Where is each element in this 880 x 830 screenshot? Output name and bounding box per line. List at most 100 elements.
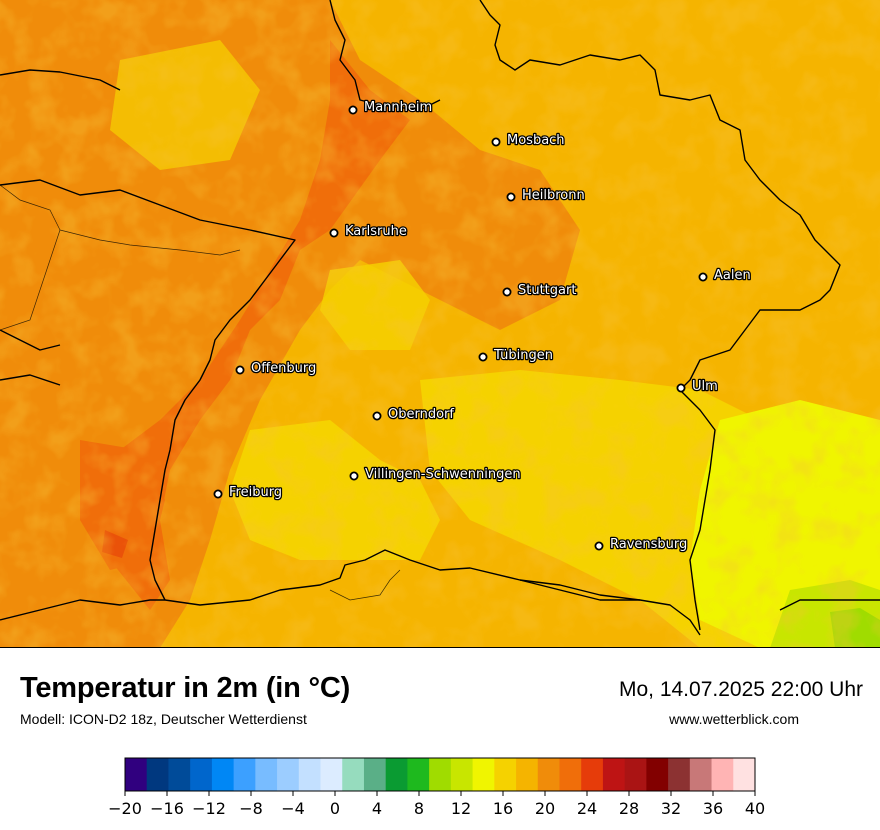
- legend-color-cell: [146, 758, 169, 791]
- legend-color-cell: [342, 758, 365, 791]
- legend-color-cell: [125, 758, 148, 791]
- legend-tick-label: −4: [281, 799, 305, 818]
- border-rhine: [0, 179, 296, 601]
- legend-tick-label: 8: [414, 799, 424, 818]
- border-palatinate: [0, 184, 61, 331]
- city-label: Freiburg: [229, 485, 282, 500]
- legend-color-cell: [537, 758, 560, 791]
- border-vosges: [59, 229, 241, 256]
- city-oberndorf[interactable]: Oberndorf: [372, 406, 456, 423]
- legend-color-cell: [385, 758, 408, 791]
- temp-field-texture: [0, 0, 880, 648]
- legend-tick-label: 0: [330, 799, 340, 818]
- border-north-west: [329, 0, 441, 111]
- city-mosbach[interactable]: Mosbach: [491, 132, 566, 149]
- city-dot-icon: [349, 471, 359, 481]
- legend-color-cell: [233, 758, 256, 791]
- city-dot-icon: [506, 192, 516, 202]
- city-label: Mannheim: [364, 100, 432, 115]
- legend-color-cell: [190, 758, 213, 791]
- city-markers: Mannheim Mosbach Heilbronn Karlsruhe Aal…: [213, 99, 752, 553]
- legend-color-cell: [733, 758, 756, 791]
- legend-color-cell: [407, 758, 430, 791]
- legend-color-cell: [711, 758, 734, 791]
- city-label: Villingen-Schwenningen: [365, 467, 521, 482]
- legend-tick-label: −20: [108, 799, 142, 818]
- legend-color-cell: [494, 758, 517, 791]
- legend-tick-label: 24: [577, 799, 597, 818]
- city-label: Stuttgart: [518, 283, 576, 298]
- city-dot-icon: [491, 137, 501, 147]
- city-heilbronn[interactable]: Heilbronn: [506, 187, 586, 204]
- city-mannheim[interactable]: Mannheim: [348, 99, 433, 116]
- city-label: Karlsruhe: [345, 224, 407, 239]
- city-dot-icon: [594, 541, 604, 551]
- temperature-map: Mannheim Mosbach Heilbronn Karlsruhe Aal…: [0, 0, 880, 648]
- color-legend: −20 −16 −12 −8 −4 0 4 8 12 16 20 24 28 32 36 40: [108, 757, 765, 818]
- city-ravensburg[interactable]: Ravensburg: [594, 536, 689, 553]
- border-north-east: [479, 0, 841, 391]
- legend-color-cell: [450, 758, 473, 791]
- legend-color-cell: [602, 758, 626, 791]
- city-dot-icon: [698, 272, 708, 282]
- legend-color-cell: [646, 758, 669, 791]
- city-dot-icon: [329, 228, 339, 238]
- forecast-datetime: Mo, 14.07.2025 22:00 Uhr: [618, 678, 863, 701]
- border-lake-constance-north: [519, 579, 641, 601]
- city-label: Ravensburg: [610, 537, 687, 552]
- border-swiss-canton: [329, 569, 401, 601]
- map-title: Temperatur in 2m (in °C): [20, 672, 351, 704]
- model-source: Modell: ICON-D2 18z, Deutscher Wetterdie…: [20, 711, 307, 727]
- city-dot-icon: [348, 105, 358, 115]
- city-offenburg[interactable]: Offenburg: [235, 360, 318, 377]
- legend-color-cell: [211, 758, 235, 791]
- city-label: Heilbronn: [522, 188, 585, 203]
- legend-color-cell: [624, 758, 647, 791]
- legend-tick-label: −8: [239, 799, 263, 818]
- legend-frame: [124, 757, 756, 792]
- city-freiburg[interactable]: Freiburg: [213, 484, 283, 501]
- legend-tick-label: −16: [150, 799, 184, 818]
- legend-color-cell: [472, 758, 495, 791]
- city-label: Offenburg: [251, 361, 316, 376]
- legend-tick-label: 16: [493, 799, 513, 818]
- footer: Temperatur in 2m (in °C) Modell: ICON-D2…: [0, 648, 880, 830]
- city-stuttgart[interactable]: Stuttgart: [502, 282, 578, 299]
- legend-tick-label: 32: [661, 799, 681, 818]
- legend-color-cell: [168, 758, 191, 791]
- legend-color-cell: [429, 758, 452, 791]
- city-dot-icon: [478, 352, 488, 362]
- city-label: Oberndorf: [388, 407, 454, 422]
- legend-color-cell: [298, 758, 321, 791]
- city-dot-icon: [502, 287, 512, 297]
- legend-color-cell: [668, 758, 691, 791]
- state-borders: [0, 0, 880, 636]
- city-karlsruhe[interactable]: Karlsruhe: [329, 223, 408, 240]
- legend-tick-label: −12: [192, 799, 226, 818]
- city-dot-icon: [213, 489, 223, 499]
- legend-tick-label: 28: [619, 799, 639, 818]
- legend-color-cell: [516, 758, 539, 791]
- border-east-bavaria: [779, 599, 880, 611]
- legend-tick-label: 36: [703, 799, 723, 818]
- city-label: Mosbach: [507, 133, 565, 148]
- border-west-region-3: [0, 374, 61, 386]
- city-label: Ulm: [692, 379, 718, 394]
- city-dot-icon: [372, 411, 382, 421]
- city-aalen[interactable]: Aalen: [698, 267, 752, 284]
- website-link[interactable]: www.wetterblick.com: [669, 711, 799, 727]
- legend-color-cell: [689, 758, 712, 791]
- minor-borders: [0, 184, 401, 601]
- legend-tick-label: 12: [451, 799, 471, 818]
- city-villingen-schwenningen[interactable]: Villingen-Schwenningen: [349, 466, 522, 483]
- city-tuebingen[interactable]: Tübingen: [478, 347, 554, 364]
- legend-tick-label: 40: [745, 799, 765, 818]
- city-dot-icon: [235, 365, 245, 375]
- legend-color-cell: [320, 758, 343, 791]
- border-iller: [679, 389, 716, 631]
- city-dot-icon: [676, 383, 686, 393]
- city-label: Tübingen: [493, 348, 553, 363]
- legend-color-cell: [277, 758, 300, 791]
- border-swiss: [0, 599, 165, 621]
- city-ulm[interactable]: Ulm: [676, 378, 719, 395]
